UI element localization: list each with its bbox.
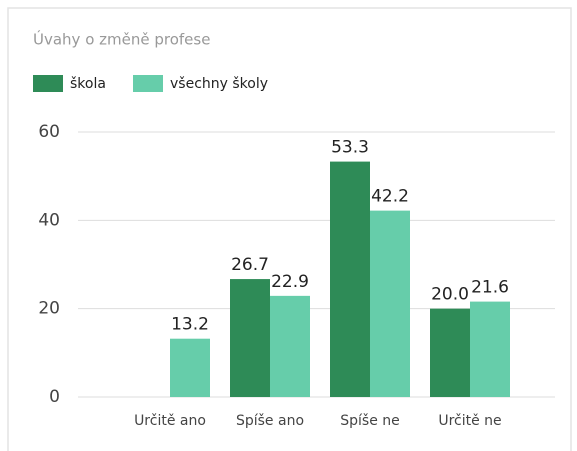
y-tick-label: 40 (38, 210, 60, 230)
bar (270, 295, 310, 397)
data-label: 53.3 (331, 138, 369, 158)
bar (170, 338, 210, 397)
y-tick-label: 60 (38, 122, 60, 142)
x-tick-label: Spíše ne (340, 413, 400, 429)
x-tick-label: Spíše ano (236, 413, 304, 429)
legend-swatch (133, 75, 163, 92)
bar (330, 161, 370, 397)
x-tick-label: Určitě ano (134, 413, 206, 429)
chart-title: Úvahy o změně profese (33, 30, 210, 49)
y-tick-label: 0 (49, 387, 60, 407)
data-label: 13.2 (171, 315, 209, 335)
legend-label: škola (70, 76, 106, 92)
legend-swatch (33, 75, 63, 92)
legend-label: všechny školy (170, 76, 268, 92)
data-label: 26.7 (231, 255, 269, 275)
data-label: 42.2 (371, 187, 409, 207)
data-label: 20.0 (431, 285, 469, 305)
bar (430, 308, 470, 397)
data-label: 22.9 (271, 272, 309, 292)
y-tick-label: 20 (38, 299, 60, 319)
card-border (7, 7, 572, 451)
x-tick-label: Určitě ne (438, 413, 501, 429)
data-label: 21.6 (471, 278, 509, 298)
bar (230, 279, 270, 397)
bar (470, 301, 510, 397)
bar (370, 210, 410, 397)
